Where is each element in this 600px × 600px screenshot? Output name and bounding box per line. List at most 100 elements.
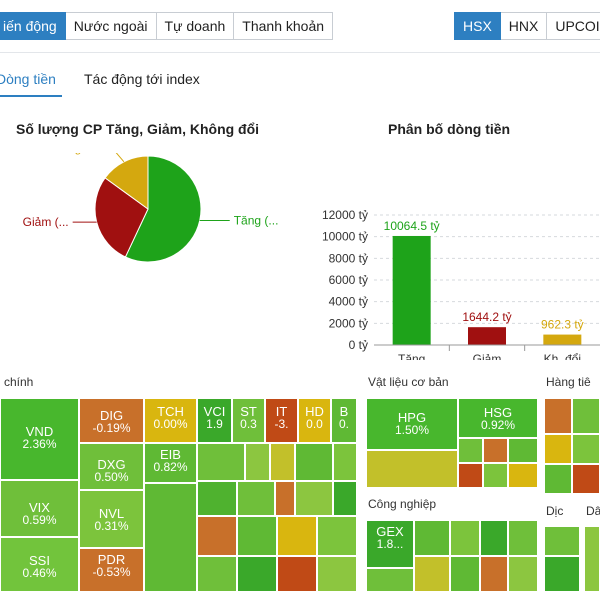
tile-ticker: GEX	[376, 524, 404, 539]
heatmap-tile[interactable]	[458, 463, 483, 488]
heatmap-tile-dig[interactable]: DIG -0.19%	[79, 398, 144, 443]
heatmap-tile[interactable]	[277, 556, 317, 592]
tile-change: 2.36%	[22, 437, 57, 451]
tab-thanh-khoan[interactable]: Thanh khoản	[234, 12, 334, 40]
heatmap-tile[interactable]	[270, 443, 295, 481]
heatmap-tile-tch[interactable]: TCH 0.00%	[144, 398, 197, 443]
heatmap-tile[interactable]	[483, 438, 508, 463]
heatmap-tile-hsg[interactable]: HSG 0.92%	[458, 398, 538, 438]
tile-ticker: IT	[275, 404, 288, 419]
heatmap-tile[interactable]	[197, 556, 237, 592]
bar-data-label: 1644.2 tỷ	[462, 310, 511, 324]
heatmap-tile[interactable]	[450, 520, 480, 556]
bar-data-label: 10064.5 tỷ	[384, 219, 440, 233]
bar-ytick-label: 6000 tỷ	[329, 273, 368, 287]
heatmap-tile-vci[interactable]: VCI 1.9	[197, 398, 232, 443]
tab-hsx[interactable]: HSX	[454, 12, 501, 40]
tile-change: 0.92%	[480, 418, 516, 432]
tab-hnx[interactable]: HNX	[500, 12, 548, 40]
heatmap-tile[interactable]	[237, 481, 275, 516]
pie-chart-title: Số lượng CP Tăng, Giảm, Không đổi	[16, 121, 260, 137]
heatmap-tile[interactable]	[333, 481, 357, 516]
heatmap-tile[interactable]	[572, 464, 600, 494]
top-bar: iến động Nước ngoài Tự doanh Thanh khoản…	[0, 0, 600, 52]
heatmap-tile[interactable]	[572, 398, 600, 434]
tab-upcom[interactable]: UPCOI	[547, 12, 600, 40]
subtab-dong-tien[interactable]: Dòng tiền	[0, 71, 56, 87]
heatmap-tile[interactable]	[237, 556, 277, 592]
heatmap-tile[interactable]	[544, 526, 580, 556]
heatmap-tile[interactable]	[295, 443, 333, 481]
heatmap-tile-pdr[interactable]: PDR -0.53%	[79, 548, 144, 592]
heatmap-tile-vnd[interactable]: VND 2.36%	[0, 398, 79, 480]
heatmap-tile-ssi[interactable]: SSI 0.46%	[0, 537, 79, 592]
heatmap-tile-b[interactable]: B 0.	[331, 398, 357, 443]
tab-nuoc-ngoai[interactable]: Nước ngoài	[65, 12, 157, 40]
heatmap-tile[interactable]	[197, 481, 237, 516]
bar-giam[interactable]	[468, 327, 506, 345]
heatmap-tile-vix[interactable]: VIX 0.59%	[0, 480, 79, 537]
heatmap-tile[interactable]	[366, 450, 458, 488]
tab-tu-doanh[interactable]: Tự doanh	[156, 12, 235, 40]
heatmap-tile[interactable]	[144, 483, 197, 592]
tile-change: -3.	[274, 417, 289, 431]
heatmap-tile[interactable]	[197, 516, 237, 556]
heatmap-tile[interactable]	[237, 516, 277, 556]
heatmap-tile-hd[interactable]: HD 0.0	[298, 398, 331, 443]
heatmap-tile[interactable]	[508, 438, 538, 463]
heatmap-tile-dxg[interactable]: DXG 0.50%	[79, 443, 144, 490]
heatmap-tile[interactable]	[480, 520, 508, 556]
bar-tang[interactable]	[392, 235, 431, 345]
heatmap-tile[interactable]	[197, 443, 245, 481]
heatmap-tile[interactable]	[333, 443, 357, 481]
heatmap-tile[interactable]	[572, 434, 600, 464]
heatmap-tile[interactable]	[450, 556, 480, 592]
heatmap-tile[interactable]	[275, 481, 295, 516]
tile-change: 1.9	[206, 417, 223, 431]
tile-change: 0.3	[240, 417, 257, 431]
section-label-tai-chinh: i chính	[0, 375, 34, 389]
view-tabs: iến động Nước ngoài Tự doanh Thanh khoản	[0, 12, 334, 40]
heatmap-tile[interactable]	[414, 520, 450, 556]
heatmap-tile-eib[interactable]: EIB 0.82%	[144, 443, 197, 483]
bar-ytick-label: 12000 tỷ	[322, 208, 368, 222]
heatmap-tile[interactable]	[544, 464, 572, 494]
heatmap-tile-st[interactable]: ST 0.3	[232, 398, 265, 443]
heatmap-tile[interactable]	[317, 556, 357, 592]
heatmap-tile[interactable]	[458, 438, 483, 463]
heatmap-tile-it[interactable]: IT -3.	[265, 398, 298, 443]
heatmap-tile[interactable]	[480, 556, 508, 592]
heatmap-tile[interactable]	[508, 520, 538, 556]
bar-kh-doi[interactable]	[543, 334, 582, 345]
heatmap-tile[interactable]	[277, 516, 317, 556]
tile-ticker: HD	[305, 404, 324, 419]
heatmap-tile-nvl[interactable]: NVL 0.31%	[79, 490, 144, 548]
tile-ticker: ST	[240, 404, 257, 419]
section-label-dich-vu: Dịc	[546, 504, 564, 518]
pie-slice-khong-doi[interactable]	[104, 155, 149, 210]
heatmap-tile[interactable]	[317, 516, 357, 556]
heatmap-tile[interactable]	[508, 463, 538, 488]
heatmap-tile[interactable]	[584, 526, 600, 592]
heatmap-tile[interactable]	[245, 443, 270, 481]
heatmap-tile-hpg[interactable]: HPG 1.50%	[366, 398, 458, 450]
heatmap-tile[interactable]	[544, 434, 572, 464]
section-label-dau-khi: Dâ	[586, 504, 600, 518]
heatmap-tile[interactable]	[483, 463, 508, 488]
subtab-tac-dong[interactable]: Tác động tới index	[84, 71, 200, 87]
heatmap-tile[interactable]	[295, 481, 333, 516]
heatmap-tile[interactable]	[508, 556, 538, 592]
bar-ytick-label: 8000 tỷ	[329, 251, 368, 265]
heatmap-tile[interactable]	[414, 556, 450, 592]
tab-bien-dong[interactable]: iến động	[0, 12, 66, 40]
tile-ticker: DIG	[99, 408, 124, 423]
heatmap-tile[interactable]	[366, 568, 414, 592]
heatmap-tile[interactable]	[544, 556, 580, 592]
heatmap-tile[interactable]	[544, 398, 572, 434]
pie-chart: Tăng (... Giảm (... Không đổ...	[23, 153, 278, 263]
tile-ticker: NVL	[98, 506, 125, 521]
tile-change: 0.82%	[153, 460, 188, 474]
pie-slice-tang[interactable]	[124, 155, 202, 263]
tile-ticker: VND	[25, 424, 54, 439]
heatmap-tile-gex[interactable]: GEX 1.8...	[366, 520, 414, 568]
